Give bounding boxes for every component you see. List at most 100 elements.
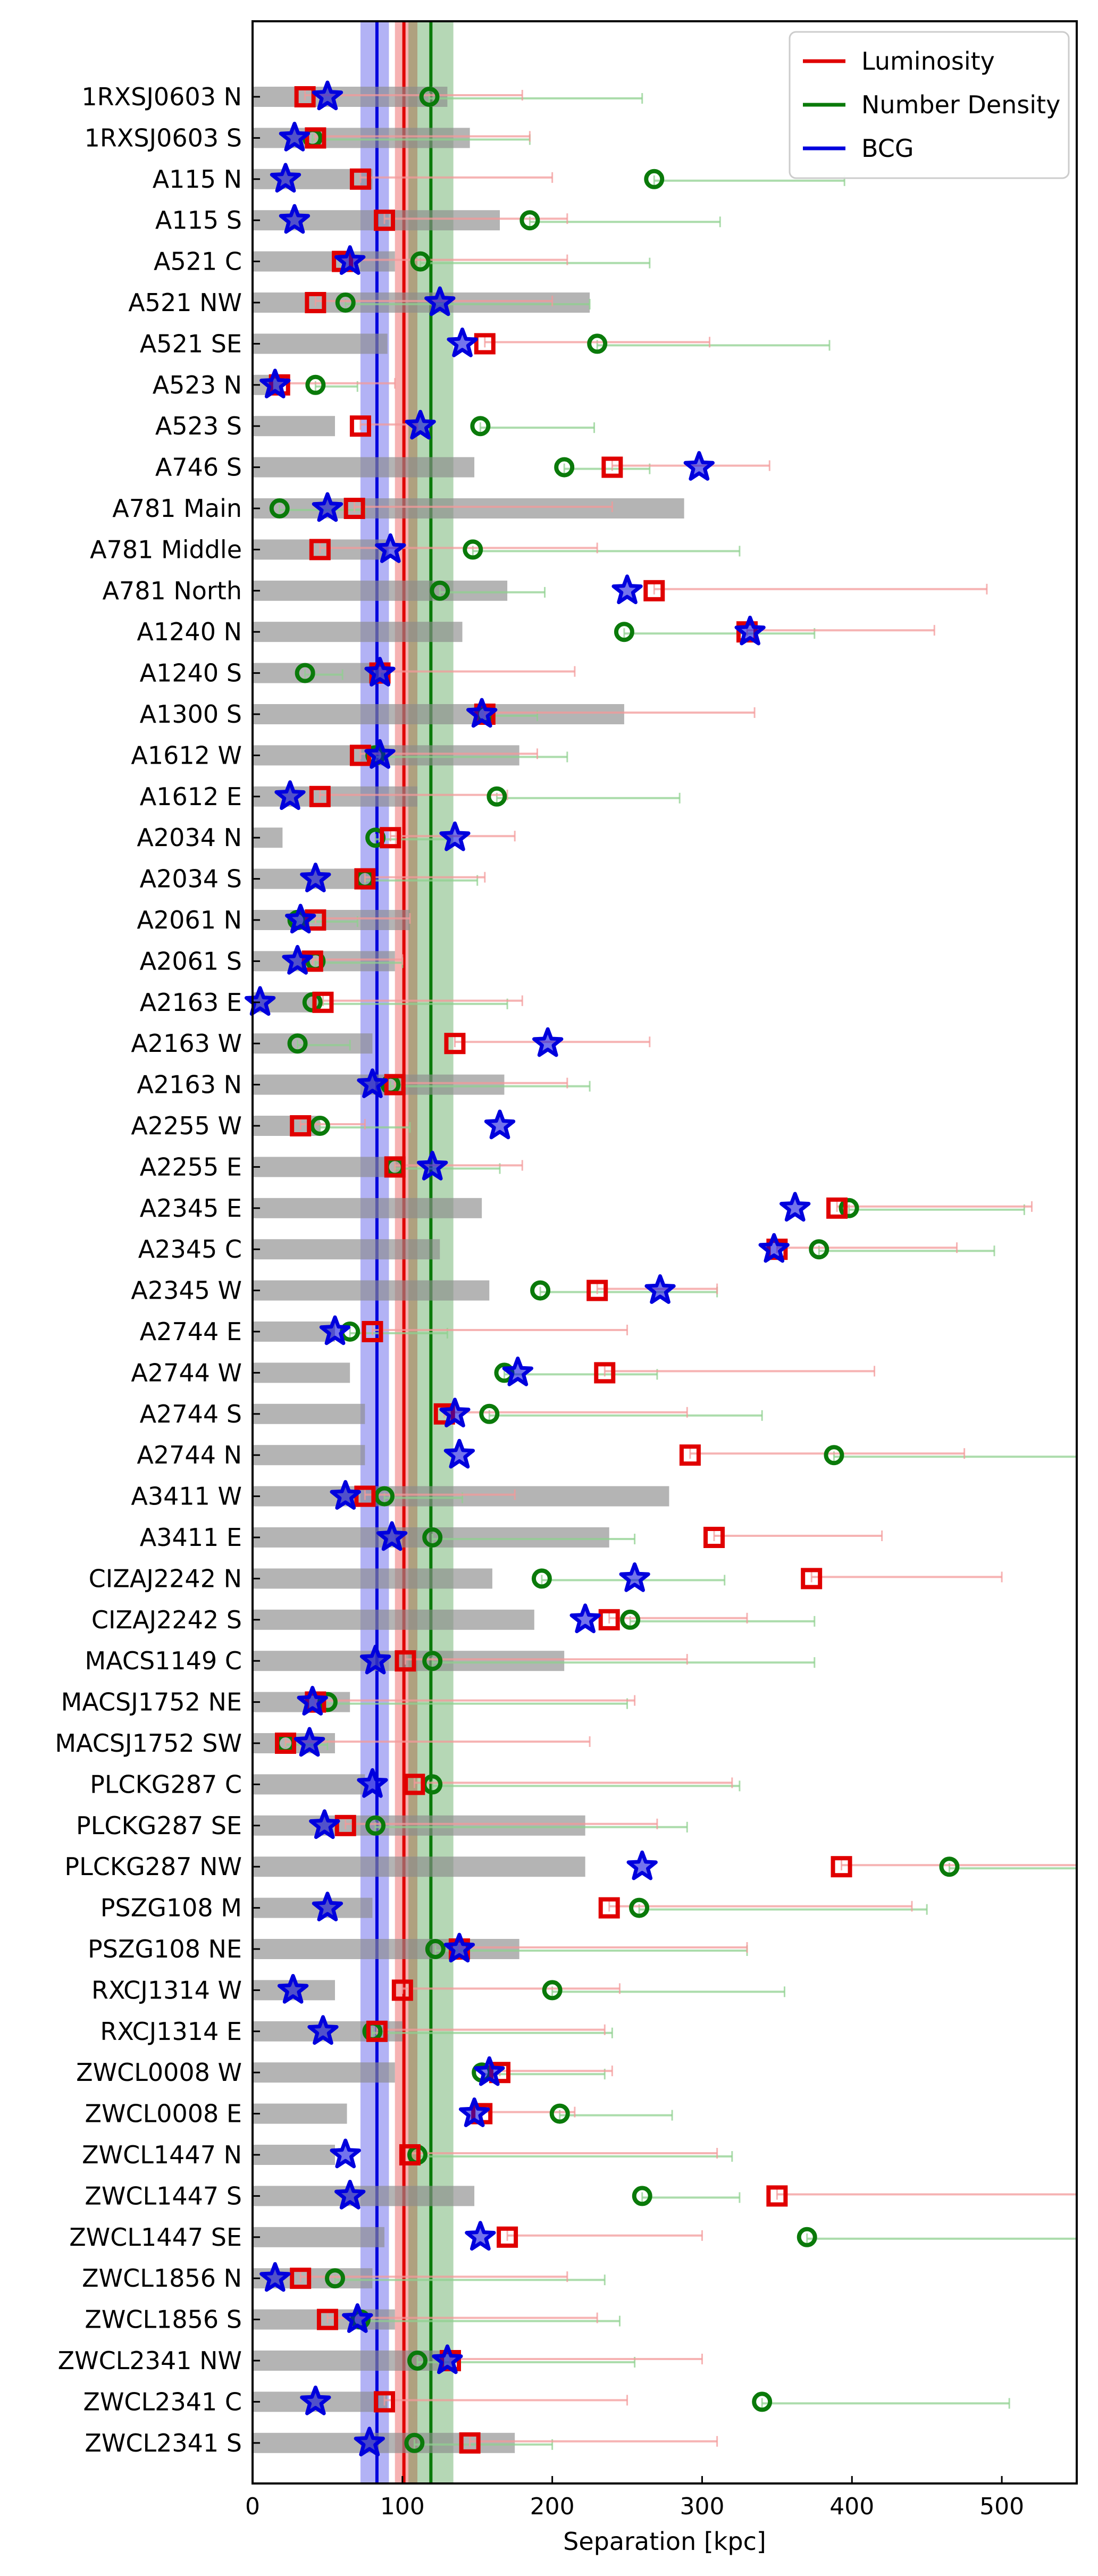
category-label-a521-se: A521 SE: [140, 329, 242, 358]
number-density-point-zwcl0008-e: [549, 2103, 570, 2124]
number-density-point-a521-c: [410, 251, 431, 272]
number-density-point-zwcl1447-se: [797, 2227, 817, 2247]
bcg-point-zwcl2341-s: [354, 2427, 385, 2457]
category-label-a781-main: A781 Main: [112, 494, 242, 523]
luminosity-point-1rxsj0603-n: [294, 86, 316, 107]
x-tick-label-200: 200: [530, 2493, 575, 2520]
uncertainty-bar-plckg287-c: [253, 1774, 365, 1795]
number-density-point-a2163-w: [287, 1033, 308, 1054]
category-label-a2034-s: A2034 S: [140, 865, 242, 893]
category-label-a781-north: A781 North: [102, 576, 242, 605]
category-label-a1612-e: A1612 E: [140, 782, 242, 811]
axes: 1RXSJ0603 N 1RXSJ0603 S A115 N A115 S A521 C…: [55, 82, 1024, 2520]
bcg-point-a521-c: [334, 245, 366, 275]
category-label-macsj1752-ne: MACSJ1752 NE: [61, 1688, 242, 1717]
number-density-point-zwcl1447-s: [632, 2186, 652, 2206]
number-density-point-a521-nw: [335, 292, 356, 313]
bcg-point-zwcl2341-nw: [432, 2344, 463, 2374]
uncertainty-bar-zwcl1447-se: [253, 2227, 384, 2247]
luminosity-point-a781-middle: [309, 539, 331, 561]
luminosity-point-a781-main: [343, 498, 365, 519]
category-label-zwcl2341-c: ZWCL2341 C: [83, 2387, 242, 2416]
number-density-point-macs1149-c: [422, 1651, 443, 1671]
number-density-point-a115-s: [519, 210, 540, 231]
uncertainty-bar-a2744-s: [253, 1403, 365, 1424]
category-label-rxcj1314-e: RXCJ1314 E: [100, 2017, 242, 2046]
uncertainty-bar-a521-se: [253, 333, 388, 354]
category-label-a1300-s: A1300 S: [140, 700, 242, 729]
bcg-point-a781-north: [611, 574, 643, 605]
bcg-point-a1300-s: [466, 698, 498, 728]
category-label-a2061-s: A2061 S: [140, 947, 242, 975]
luminosity-point-a523-s: [349, 415, 371, 437]
category-label-a2744-e: A2744 E: [140, 1317, 242, 1346]
bcg-point-a521-se: [447, 327, 478, 357]
category-label-a115-n: A115 N: [153, 165, 242, 194]
bcg-point-a2744-s: [439, 1398, 471, 1428]
luminosity-point-zwcl1447-s: [766, 2185, 788, 2207]
uncertainty-bar-a2345-e: [253, 1198, 482, 1218]
category-label-a2255-w: A2255 W: [131, 1111, 242, 1140]
number-density-point-a2345-c: [809, 1239, 829, 1260]
luminosity-point-plckg287-nw: [831, 1856, 852, 1878]
luminosity-point-zwcl1447-se: [497, 2226, 518, 2248]
bcg-point-a2163-n: [357, 1068, 388, 1098]
category-label-1rxsj0603-n: 1RXSJ0603 N: [81, 82, 242, 111]
category-label-a1240-n: A1240 N: [137, 617, 242, 646]
category-label-a3411-w: A3411 W: [131, 1482, 242, 1511]
uncertainty-bar-a1300-s: [253, 704, 624, 724]
luminosity-point-cizaj2242-n: [801, 1568, 823, 1590]
luminosity-point-a781-north: [643, 580, 665, 601]
uncertainty-bar-a2744-e: [253, 1322, 335, 1342]
bcg-point-a3411-w: [330, 1480, 361, 1510]
category-label-zwcl0008-w: ZWCL0008 W: [76, 2058, 242, 2087]
luminosity-point-zwcl2341-s: [459, 2432, 481, 2454]
category-label-a2744-s: A2744 S: [140, 1400, 242, 1428]
uncertainty-bar-a3411-w: [253, 1486, 669, 1507]
number-density-point-a2345-w: [530, 1280, 551, 1301]
bcg-point-plckg287-se: [309, 1809, 340, 1839]
luminosity-point-a2744-w: [594, 1362, 616, 1384]
bcg-point-a523-s: [405, 409, 436, 440]
x-tick-label-0: 0: [245, 2493, 260, 2520]
uncertainty-bar-a521-nw: [253, 292, 590, 313]
luminosity-point-macsj1752-sw: [275, 1733, 296, 1754]
category-label-a781-middle: A781 Middle: [90, 535, 242, 564]
number-density-point-a1240-n: [614, 622, 634, 642]
category-label-a2345-e: A2345 E: [140, 1194, 242, 1223]
number-density-point-zwcl2341-s: [404, 2432, 425, 2453]
uncertainty-bar-1rxsj0603-n: [253, 87, 448, 107]
uncertainty-bar-a1240-s: [253, 663, 388, 683]
bcg-point-pszg108-m: [312, 1892, 343, 1921]
luminosity-point-a2163-e: [312, 991, 334, 1013]
x-tick-label-300: 300: [680, 2493, 724, 2520]
luminosity-point-a2163-n: [384, 1074, 406, 1095]
uncertainty-bar-a2345-c: [253, 1239, 440, 1260]
category-label-plckg287-c: PLCKG287 C: [90, 1770, 242, 1799]
number-density-point-a523-n: [305, 374, 326, 395]
category-label-a2345-c: A2345 C: [138, 1235, 242, 1264]
number-density-point-rxcj1314-w: [542, 1980, 563, 2001]
number-density-point-a2345-e: [839, 1198, 859, 1218]
uncertainty-bars: [253, 87, 684, 2453]
uncertainty-bar-a746-s: [253, 457, 475, 478]
number-density-point-a746-s: [554, 457, 575, 478]
legend-label-number-density: Number Density: [861, 90, 1060, 119]
category-label-a2345-w: A2345 W: [131, 1276, 242, 1305]
number-density-point-a521-se: [587, 333, 608, 354]
bcg-point-a115-n: [270, 163, 301, 193]
uncertainty-bar-zwcl1447-n: [253, 2145, 335, 2165]
number-density-point-a523-s: [470, 416, 491, 437]
bcg-point-a2345-w: [644, 1274, 676, 1304]
category-label-zwcl1447-n: ZWCL1447 N: [82, 2140, 242, 2169]
uncertainty-bar-a523-s: [253, 416, 335, 437]
category-label-macs1149-c: MACS1149 C: [85, 1646, 242, 1675]
category-label-zwcl2341-nw: ZWCL2341 NW: [58, 2346, 242, 2375]
bcg-point-rxcj1314-w: [277, 1973, 309, 2004]
bcg-point-plckg287-c: [357, 1768, 388, 1798]
luminosity-point-zwcl1856-n: [290, 2268, 312, 2289]
x-tick-label-500: 500: [979, 2493, 1024, 2520]
luminosity-point-a2034-n: [380, 827, 401, 849]
category-label-plckg287-nw: PLCKG287 NW: [64, 1852, 242, 1881]
